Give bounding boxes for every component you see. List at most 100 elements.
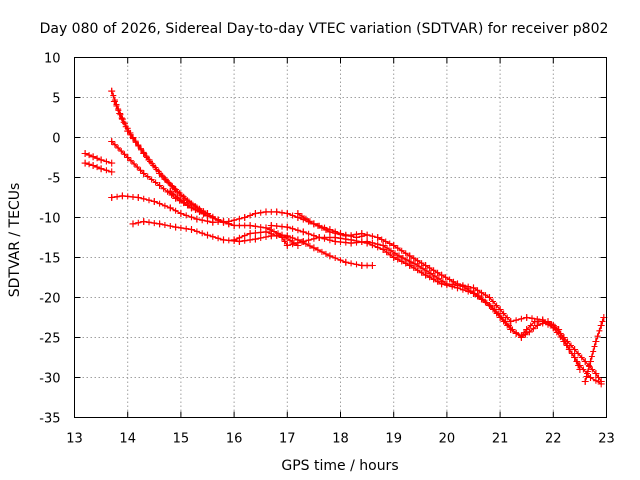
data-point bbox=[587, 358, 594, 365]
data-point bbox=[230, 236, 238, 244]
data-point bbox=[124, 154, 132, 161]
data-point bbox=[273, 208, 281, 216]
data-point bbox=[533, 322, 541, 329]
data-series bbox=[81, 87, 608, 388]
data-point bbox=[496, 306, 504, 313]
x-tick-label: 18 bbox=[332, 432, 349, 447]
data-point bbox=[89, 162, 97, 169]
data-point bbox=[156, 220, 164, 228]
data-point bbox=[363, 238, 371, 245]
data-point bbox=[118, 192, 126, 200]
data-point bbox=[486, 294, 493, 301]
data-point bbox=[161, 175, 169, 183]
y-tick-label: 5 bbox=[52, 92, 60, 107]
series-12 bbox=[81, 159, 116, 176]
data-point bbox=[374, 234, 382, 241]
data-point bbox=[597, 322, 605, 329]
data-point bbox=[220, 218, 227, 226]
data-point bbox=[310, 244, 318, 252]
data-point bbox=[108, 194, 116, 201]
data-point bbox=[368, 262, 376, 269]
data-point bbox=[549, 322, 557, 329]
x-tick-label: 17 bbox=[279, 432, 296, 447]
data-point bbox=[108, 138, 116, 145]
y-tick-label: -25 bbox=[39, 332, 60, 347]
data-point bbox=[326, 252, 334, 260]
data-point bbox=[525, 328, 533, 336]
data-point bbox=[523, 314, 531, 321]
data-point bbox=[326, 228, 334, 236]
data-point bbox=[283, 210, 291, 217]
y-tick-label: 10 bbox=[44, 52, 61, 67]
y-tick-label: -15 bbox=[39, 252, 60, 267]
x-axis-label: GPS time / hours bbox=[281, 458, 398, 474]
y-tick-label: -20 bbox=[39, 292, 60, 307]
y-tick-label: 0 bbox=[52, 132, 60, 147]
data-point bbox=[592, 370, 600, 377]
x-tick-label: 13 bbox=[66, 432, 83, 447]
data-point bbox=[230, 222, 238, 229]
data-point bbox=[283, 223, 291, 231]
data-point bbox=[395, 252, 403, 260]
data-point bbox=[283, 242, 291, 249]
data-point bbox=[108, 87, 116, 95]
x-tick-label: 21 bbox=[492, 432, 509, 447]
data-point bbox=[512, 330, 520, 337]
x-tick-label: 19 bbox=[385, 432, 402, 447]
data-point bbox=[166, 204, 174, 212]
data-point bbox=[177, 210, 185, 217]
data-point bbox=[81, 159, 89, 167]
data-point bbox=[358, 262, 366, 269]
data-point bbox=[150, 198, 158, 205]
data-point bbox=[592, 338, 600, 345]
data-point bbox=[390, 254, 398, 261]
data-point bbox=[246, 222, 254, 229]
data-point bbox=[342, 232, 350, 240]
data-point bbox=[188, 204, 195, 212]
data-point bbox=[166, 187, 174, 195]
x-tick-label: 22 bbox=[545, 432, 562, 447]
data-point bbox=[140, 170, 148, 177]
data-point bbox=[97, 165, 105, 173]
data-point bbox=[204, 212, 211, 220]
data-point bbox=[251, 235, 259, 243]
data-point bbox=[278, 234, 286, 241]
data-point bbox=[129, 134, 137, 141]
data-point bbox=[427, 270, 435, 277]
data-point bbox=[576, 362, 584, 369]
data-point bbox=[81, 150, 89, 157]
data-point bbox=[507, 318, 515, 325]
data-point bbox=[193, 215, 201, 223]
data-point bbox=[108, 168, 116, 176]
data-point bbox=[262, 228, 270, 236]
data-point bbox=[241, 214, 249, 221]
data-point bbox=[454, 280, 461, 288]
series-11 bbox=[81, 150, 116, 167]
data-point bbox=[108, 159, 116, 167]
data-point bbox=[294, 210, 302, 217]
x-tick-label: 14 bbox=[119, 432, 136, 447]
plot-frame bbox=[74, 57, 607, 418]
data-point bbox=[587, 374, 594, 381]
data-point bbox=[246, 230, 254, 237]
data-point bbox=[110, 98, 118, 105]
data-point bbox=[310, 220, 318, 228]
y-tick-label: -35 bbox=[39, 412, 60, 427]
data-point bbox=[379, 242, 387, 249]
data-point bbox=[443, 280, 451, 288]
data-point bbox=[390, 242, 398, 249]
data-point bbox=[422, 262, 430, 269]
data-point bbox=[177, 196, 185, 204]
data-point bbox=[347, 239, 355, 247]
data-point bbox=[411, 260, 419, 268]
data-point bbox=[315, 234, 323, 241]
data-point bbox=[204, 231, 211, 239]
data-point bbox=[262, 208, 270, 216]
data-point bbox=[299, 228, 307, 236]
data-point bbox=[140, 218, 148, 225]
y-tick-label: -5 bbox=[48, 172, 61, 187]
data-point bbox=[571, 346, 579, 353]
series-10 bbox=[581, 314, 608, 385]
